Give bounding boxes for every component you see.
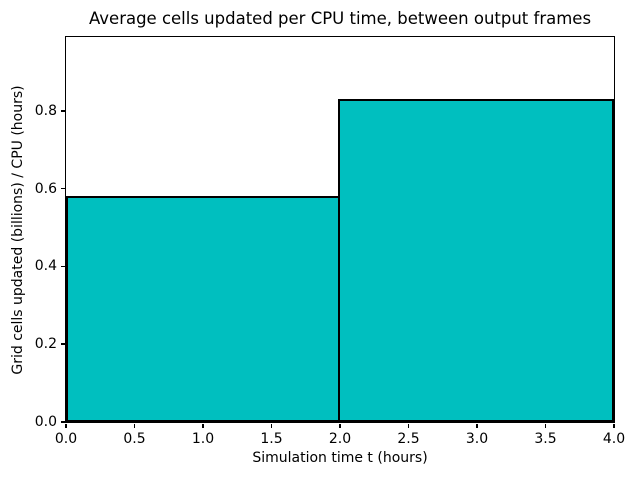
y-tick-label: 0.8 xyxy=(34,102,57,119)
y-tick-mark xyxy=(60,265,65,268)
y-tick-mark xyxy=(60,187,65,190)
y-tick-label: 0.2 xyxy=(34,336,57,353)
x-tick-mark xyxy=(133,423,136,428)
y-tick-mark xyxy=(60,110,65,112)
x-tick-mark xyxy=(339,423,341,428)
x-tick-label: 3.0 xyxy=(465,431,489,447)
y-tick-mark xyxy=(60,343,65,345)
x-tick-label: 1.5 xyxy=(260,431,283,447)
x-tick-mark xyxy=(476,423,478,428)
y-tick-label: 0.6 xyxy=(34,180,57,197)
y-tick-mark xyxy=(60,421,65,423)
x-tick-mark xyxy=(202,423,204,428)
x-axis-label: Simulation time t (hours) xyxy=(252,450,428,466)
x-tick-mark xyxy=(407,423,410,428)
x-tick-label: 1.0 xyxy=(191,431,215,447)
y-axis-label: Grid cells updated (billions) / CPU (hou… xyxy=(10,85,26,375)
x-tick-mark xyxy=(65,423,67,428)
x-tick-mark xyxy=(544,423,547,428)
x-tick-label: 2.0 xyxy=(328,431,352,447)
chart-title: Average cells updated per CPU time, betw… xyxy=(88,9,592,28)
x-tick-label: 3.5 xyxy=(534,431,557,447)
x-tick-label: 0.0 xyxy=(54,431,78,447)
histogram-bar xyxy=(66,196,340,422)
x-tick-mark xyxy=(270,423,273,428)
x-tick-mark xyxy=(613,423,615,428)
x-tick-label: 2.5 xyxy=(397,431,420,447)
y-tick-label: 0.4 xyxy=(34,258,57,275)
histogram-bar xyxy=(338,99,614,422)
y-tick-label: 0.0 xyxy=(34,414,57,430)
x-tick-label: 4.0 xyxy=(602,431,626,447)
x-tick-label: 0.5 xyxy=(123,431,146,447)
